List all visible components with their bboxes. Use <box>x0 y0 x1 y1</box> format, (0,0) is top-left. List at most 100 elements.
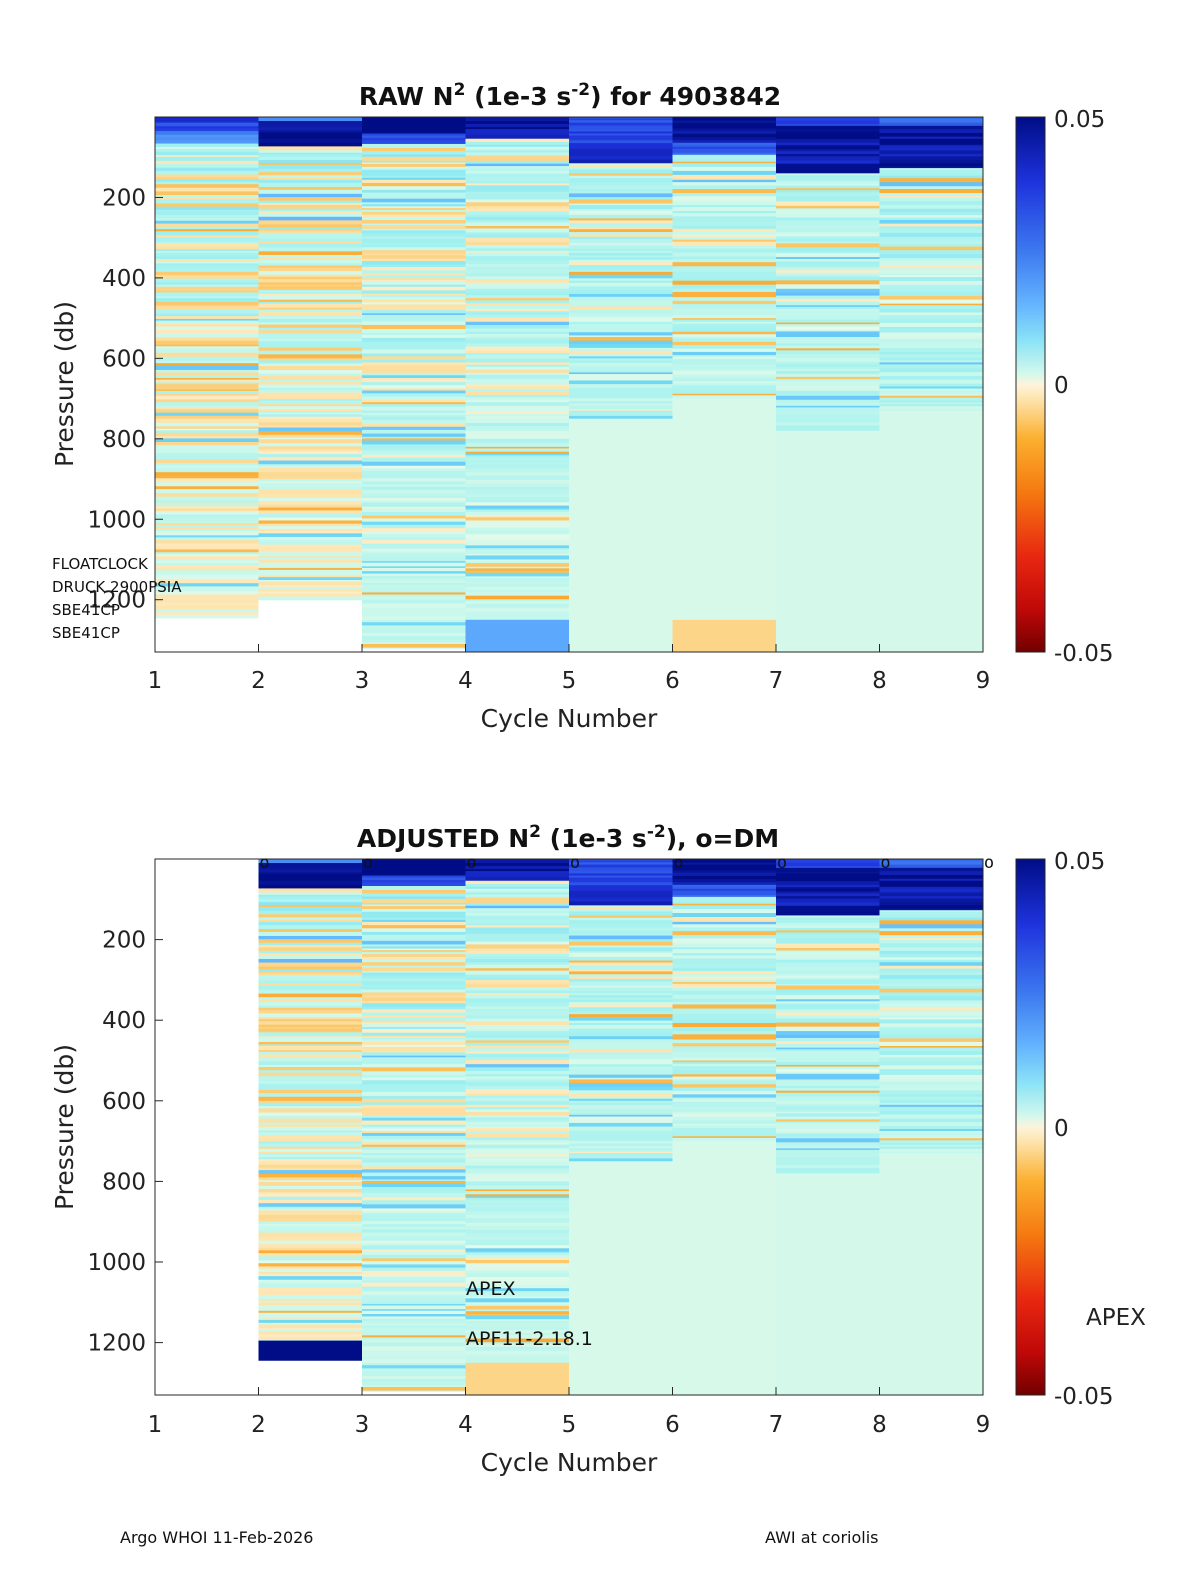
heatmap-cell-cycle-4 <box>465 324 569 330</box>
heatmap-cell-cycle-2 <box>258 1135 362 1139</box>
heatmap-cell-cycle-4 <box>465 244 569 249</box>
heatmap-cell-cycle-3 <box>362 495 466 499</box>
heatmap-cell-cycle-4 <box>465 1051 569 1055</box>
heatmap-cell-cycle-2 <box>258 1208 362 1212</box>
heatmap-cell-cycle-2 <box>258 1302 362 1307</box>
heatmap-cell-cycle-2 <box>258 205 362 210</box>
heatmap-cell-cycle-4 <box>465 859 569 864</box>
heatmap-cell-cycle-1 <box>155 203 259 208</box>
heatmap-cell-cycle-6 <box>672 1043 776 1047</box>
heatmap-cell-cycle-5 <box>569 1158 673 1162</box>
heatmap-cell-cycle-5 <box>569 1009 673 1013</box>
heatmap-cell-cycle-2 <box>258 345 362 349</box>
heatmap-cell-cycle-2 <box>258 179 362 184</box>
heatmap-cell-cycle-1 <box>155 247 259 250</box>
heatmap-cell-cycle-4 <box>465 1074 569 1077</box>
heatmap-cell-cycle-7 <box>776 151 880 155</box>
heatmap-cell-cycle-6 <box>672 284 776 290</box>
heatmap-cell-cycle-4 <box>465 311 569 316</box>
y-tick-label: 400 <box>102 266 146 292</box>
heatmap-cell-cycle-4 <box>465 1115 569 1118</box>
heatmap-cell-cycle-7 <box>776 1054 880 1059</box>
heatmap-cell-cycle-4 <box>465 1205 569 1209</box>
heatmap-cell-cycle-7 <box>776 298 880 303</box>
heatmap-cell-cycle-3 <box>362 1236 466 1239</box>
heatmap-cell-cycle-4 <box>465 1320 569 1325</box>
heatmap-cell-cycle-6 <box>672 341 776 346</box>
heatmap-cell-cycle-3 <box>362 1041 466 1046</box>
heatmap-cell-cycle-4 <box>465 472 569 477</box>
heatmap-cell-cycle-4 <box>465 1189 569 1192</box>
heatmap-cell-cycle-6 <box>672 309 776 312</box>
heatmap-cell-cycle-6 <box>672 935 776 939</box>
heatmap-cell-cycle-4 <box>465 1257 569 1261</box>
heatmap-cell-cycle-4 <box>465 502 569 507</box>
heatmap-cell-cycle-3 <box>362 908 466 913</box>
heatmap-cell-cycle-7 <box>776 243 880 248</box>
heatmap-cell-cycle-4 <box>465 1351 569 1354</box>
heatmap-cell-cycle-4 <box>465 1089 569 1094</box>
heatmap-cell-cycle-6 <box>672 913 776 918</box>
heatmap-cell-cycle-3 <box>362 896 466 900</box>
heatmap-cell-cycle-4 <box>465 166 569 170</box>
heatmap-cell-cycle-5 <box>569 185 673 190</box>
heatmap-cell-cycle-8 <box>879 305 983 310</box>
heatmap-cell-cycle-7 <box>776 183 880 187</box>
heatmap-cell-cycle-3 <box>362 1181 466 1184</box>
heatmap-cell-cycle-6 <box>672 319 776 323</box>
heatmap-cell-cycle-7 <box>776 979 880 985</box>
heatmap-cell-cycle-1 <box>155 126 259 130</box>
heatmap-cell-cycle-2 <box>258 437 362 440</box>
heatmap-cell-cycle-5 <box>569 1004 673 1008</box>
heatmap-cell-cycle-3 <box>362 548 466 552</box>
heatmap-cell-cycle-5 <box>569 412 673 417</box>
heatmap-cell-cycle-2 <box>258 127 362 131</box>
heatmap-cell-cycle-5 <box>569 117 673 120</box>
heatmap-cell-cycle-8 <box>879 283 983 286</box>
heatmap-cell-cycle-4 <box>465 1220 569 1224</box>
heatmap-cell-cycle-4 <box>465 1196 569 1199</box>
heatmap-cell-cycle-7 <box>776 1058 880 1063</box>
heatmap-cell-cycle-3 <box>362 562 466 567</box>
heatmap-cell-cycle-1 <box>155 537 259 541</box>
heatmap-cell-cycle-7 <box>776 407 880 412</box>
heatmap-cell-cycle-3 <box>362 1357 466 1360</box>
heatmap-cell-cycle-5 <box>569 344 673 349</box>
heatmap-cell-cycle-2 <box>258 1193 362 1198</box>
x-tick-label: 7 <box>769 1412 784 1438</box>
heatmap-cell-cycle-1 <box>155 531 259 536</box>
heatmap-cell-cycle-3 <box>362 433 466 438</box>
heatmap-cell-cycle-8 <box>879 354 983 359</box>
heatmap-cell-cycle-5 <box>569 1058 673 1062</box>
heatmap-cell-cycle-6 <box>672 872 776 877</box>
heatmap-cell-cycle-6 <box>672 146 776 150</box>
heatmap-cell-cycle-1 <box>155 209 259 213</box>
heatmap-cell-cycle-7 <box>776 425 880 429</box>
heatmap-cell-cycle-1 <box>155 214 259 219</box>
heatmap-cell-cycle-1 <box>155 356 259 362</box>
heatmap-cell-cycle-6 <box>672 1120 776 1125</box>
heatmap-cell-cycle-2 <box>258 493 362 499</box>
heatmap-cell-cycle-4 <box>465 1319 569 1322</box>
heatmap-cell-cycle-1 <box>155 226 259 230</box>
heatmap-cell-cycle-1 <box>155 241 259 244</box>
heatmap-cell-cycle-1 <box>155 366 259 371</box>
heatmap-cell-cycle-4 <box>465 1315 569 1320</box>
heatmap-cell-cycle-2 <box>258 1124 362 1128</box>
heatmap-cell-cycle-2 <box>258 1093 362 1098</box>
heatmap-cell-cycle-2 <box>258 336 362 340</box>
heatmap-cell-cycle-6 <box>672 163 776 168</box>
heatmap-cell-cycle-5 <box>569 997 673 1001</box>
heatmap-cell-cycle-2 <box>258 1155 362 1158</box>
heatmap-cell-cycle-6 <box>672 859 776 864</box>
heatmap-cell-cycle-2 <box>258 227 362 230</box>
heatmap-cell-cycle-3 <box>362 1195 466 1199</box>
heatmap-cell-cycle-4 <box>465 1298 569 1303</box>
heatmap-cell-cycle-3 <box>362 1009 466 1014</box>
heatmap-cell-cycle-5 <box>569 271 673 276</box>
heatmap-cell-cycle-8 <box>879 980 983 985</box>
heatmap-cell-cycle-2 <box>258 1214 362 1220</box>
heatmap-cell-cycle-7 <box>776 1168 880 1171</box>
heatmap-cell-cycle-1 <box>155 426 259 430</box>
heatmap-cell-cycle-3 <box>362 539 466 545</box>
